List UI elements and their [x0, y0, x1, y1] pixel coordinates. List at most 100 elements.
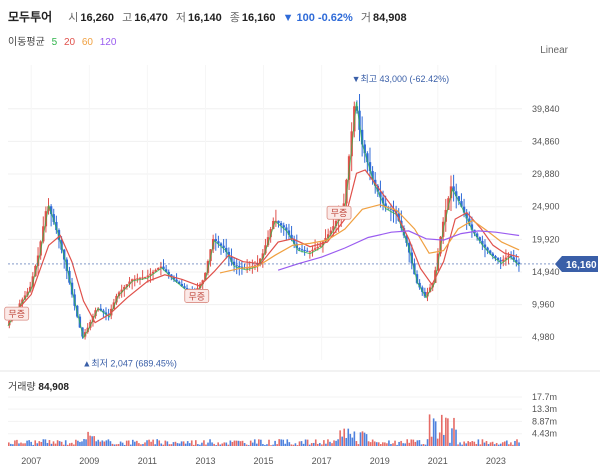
candle-body — [316, 246, 319, 249]
scale-toggle[interactable]: Linear — [540, 45, 568, 56]
volume-bar — [463, 441, 465, 446]
candle-body — [496, 258, 500, 260]
volume-bar — [209, 439, 211, 446]
price-tick-label: 34,860 — [532, 136, 560, 146]
volume-bar — [190, 440, 193, 446]
candle-body — [138, 277, 142, 279]
price-tick-label: 9,960 — [532, 300, 555, 310]
volume-panel-title: 거래량 84,908 — [8, 378, 69, 393]
candle-body — [465, 212, 468, 219]
candle-body — [376, 185, 380, 192]
volume-bar — [481, 439, 484, 446]
ma5-line — [7, 101, 520, 339]
volume-bar — [195, 440, 197, 446]
volume-bar — [467, 441, 470, 446]
volume-bar — [211, 442, 213, 446]
volume-label: 거 — [360, 12, 372, 24]
bonus-marker-box — [184, 289, 210, 303]
candle-body — [157, 267, 160, 270]
candle-body — [128, 281, 131, 285]
volume-bar — [373, 441, 376, 446]
candle-body — [230, 256, 233, 262]
volume-bar — [357, 444, 360, 446]
candle-body — [313, 248, 317, 250]
volume-bar — [406, 439, 409, 446]
volume-bar — [445, 417, 447, 446]
volume-bar — [268, 439, 270, 446]
volume-bar — [223, 442, 226, 446]
candle-body — [447, 198, 450, 210]
candle-body — [261, 253, 265, 259]
open-value: 16,260 — [80, 12, 115, 24]
volume-bar — [134, 441, 136, 446]
ma-legend[interactable]: 이동평균 5 20 60 120 — [8, 33, 120, 48]
candle-body — [146, 275, 150, 277]
candle-body — [23, 295, 27, 300]
candle-body — [21, 299, 24, 304]
volume-bar — [38, 441, 41, 446]
candle-body — [29, 286, 32, 292]
volume-panel-value: 84,908 — [38, 382, 69, 393]
volume-bar — [499, 443, 502, 446]
volume-bar — [286, 439, 289, 446]
ma20-line — [10, 169, 520, 324]
low-value: 16,140 — [188, 12, 222, 24]
volume-bar — [418, 440, 421, 446]
volume-bar — [54, 443, 57, 446]
volume-bar — [394, 440, 396, 446]
candle-body — [384, 203, 387, 207]
volume-bar — [296, 445, 299, 446]
high-value: 16,470 — [134, 12, 168, 24]
volume-bar — [253, 439, 256, 446]
volume-bar — [103, 441, 106, 446]
ma5-period: 5 — [51, 37, 58, 48]
candle-body — [494, 256, 497, 259]
volume-bar — [316, 443, 319, 446]
candle-body — [175, 279, 178, 282]
candle-body — [232, 261, 236, 266]
candle-body — [468, 218, 471, 225]
candle-body — [319, 245, 322, 247]
volume-bar — [91, 436, 93, 446]
volume-bar — [188, 443, 191, 446]
candle-body — [292, 239, 296, 244]
volume-bar — [136, 440, 138, 446]
candle-body — [415, 274, 419, 283]
volume-bar — [392, 443, 394, 446]
candle-body — [57, 230, 61, 240]
volume-bar — [379, 444, 382, 446]
candle-body — [279, 223, 283, 226]
candle-body — [504, 257, 508, 260]
volume-bar — [75, 439, 77, 446]
volume-bar — [477, 439, 480, 446]
candle-body — [298, 248, 301, 250]
volume-bar — [390, 443, 392, 446]
candle-body — [515, 259, 518, 263]
volume-bar — [449, 442, 451, 446]
candle-body — [151, 271, 155, 274]
candle-body — [170, 274, 173, 278]
volume-bar — [438, 432, 441, 446]
candle-body — [499, 259, 502, 262]
candle-body — [421, 287, 424, 292]
candle-body — [55, 221, 58, 231]
volume-bar — [64, 440, 67, 446]
volume-bar — [205, 444, 207, 446]
volume-bar — [201, 442, 203, 446]
candle-body — [290, 234, 293, 240]
volume-bar — [180, 441, 183, 446]
price-tick-label: 29,880 — [532, 169, 560, 179]
volume-bar — [310, 443, 313, 446]
volume-bar — [493, 444, 496, 446]
volume-bar — [430, 436, 433, 446]
volume-bar — [349, 433, 352, 446]
volume-bar — [312, 442, 315, 446]
volume-bar — [79, 441, 81, 446]
bonus-marker-box — [326, 205, 352, 220]
candle-body — [285, 227, 288, 231]
volume-bar — [237, 440, 240, 446]
year-tick-label: 2009 — [79, 456, 99, 466]
volume-bar — [302, 443, 305, 446]
volume-bar — [339, 430, 341, 446]
